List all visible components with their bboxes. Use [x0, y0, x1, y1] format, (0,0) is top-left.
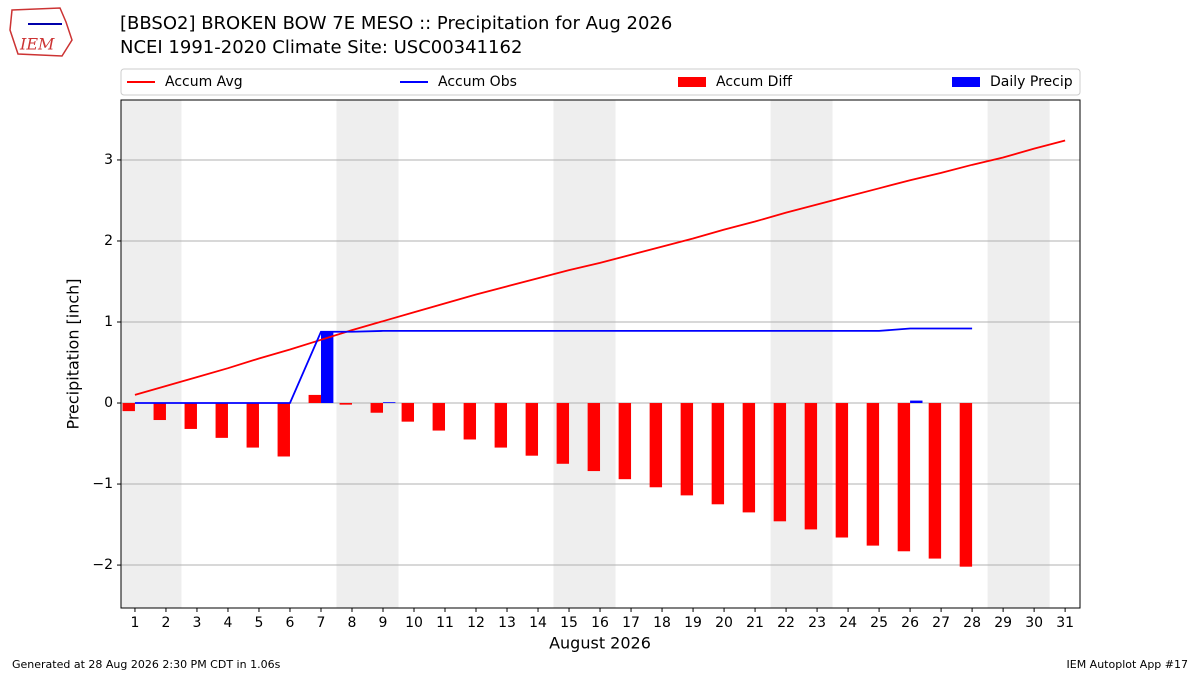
logo: IEM: [9, 7, 73, 57]
bar: [370, 403, 383, 413]
bar: [835, 403, 849, 538]
bar: [494, 403, 508, 448]
bar: [711, 403, 725, 505]
weekend-shade: [553, 100, 616, 608]
bar: [649, 403, 663, 488]
x-tick-label: 22: [777, 615, 795, 631]
legend-label: Accum Avg: [165, 74, 243, 90]
x-tick-label: 11: [436, 615, 454, 631]
x-tick-label: 19: [684, 615, 702, 631]
x-tick-label: 16: [591, 615, 609, 631]
chart-subtitle: NCEI 1991-2020 Climate Site: USC00341162: [120, 37, 522, 58]
weekend-shade: [987, 100, 1050, 608]
x-tick-label: 20: [715, 615, 733, 631]
bar: [556, 403, 570, 464]
x-tick-label: 7: [317, 615, 326, 631]
x-tick-label: 9: [379, 615, 388, 631]
bar: [153, 403, 166, 421]
bar: [463, 403, 477, 440]
bar: [184, 403, 197, 429]
line: [134, 139, 1066, 396]
legend-swatch: [952, 77, 980, 87]
x-tick-label: 4: [224, 615, 233, 631]
y-axis-label: Precipitation [inch]: [64, 278, 83, 429]
x-tick-label: 29: [994, 615, 1012, 631]
x-tick-label: 8: [348, 615, 357, 631]
x-tick-label: 6: [286, 615, 295, 631]
y-tick-label: 0: [104, 395, 113, 411]
y-tick-label: 2: [104, 233, 113, 249]
bar: [959, 403, 973, 567]
weekend-shade: [121, 100, 182, 608]
bar: [928, 403, 942, 559]
bar: [897, 403, 911, 552]
bar: [742, 403, 756, 513]
legend-label: Accum Diff: [716, 74, 792, 90]
chart-title: [BBSO2] BROKEN BOW 7E MESO :: Precipitat…: [120, 13, 672, 34]
x-tick-label: 26: [901, 615, 919, 631]
bar: [382, 402, 396, 404]
x-tick-label: 2: [161, 615, 170, 631]
bar: [215, 403, 228, 438]
x-tick-label: 23: [808, 615, 826, 631]
x-tick-label: 21: [746, 615, 764, 631]
y-tick-label: 3: [104, 152, 113, 168]
x-axis-label: August 2026: [549, 634, 651, 653]
bar: [320, 331, 334, 404]
footer-right: IEM Autoplot App #17: [1067, 658, 1189, 671]
y-tick-label: −2: [92, 557, 113, 573]
footer-left: Generated at 28 Aug 2026 2:30 PM CDT in …: [12, 658, 281, 671]
x-tick-label: 25: [870, 615, 888, 631]
bar: [339, 403, 352, 405]
plot-frame: [120, 99, 1081, 609]
x-tick-label: 24: [839, 615, 857, 631]
bar: [432, 403, 446, 431]
x-tick-label: 12: [467, 615, 485, 631]
bar: [308, 394, 321, 404]
legend-swatch: [678, 77, 706, 87]
y-tick-label: −1: [92, 476, 113, 492]
x-tick-label: 18: [653, 615, 671, 631]
bar: [525, 403, 539, 456]
x-tick-label: 5: [255, 615, 264, 631]
bar: [587, 403, 601, 472]
y-tick-label: 1: [104, 314, 113, 330]
bar: [401, 403, 415, 422]
legend-box: [120, 68, 1081, 96]
x-tick-label: 13: [498, 615, 516, 631]
x-tick-label: 31: [1056, 615, 1074, 631]
bar: [866, 403, 880, 546]
bar: [618, 403, 632, 480]
bar: [804, 403, 818, 530]
logo-text: IEM: [19, 35, 55, 54]
x-tick-label: 10: [405, 615, 423, 631]
x-tick-label: 15: [560, 615, 578, 631]
x-tick-label: 3: [193, 615, 202, 631]
bar: [277, 403, 290, 457]
bar: [122, 403, 135, 412]
weekend-shade: [770, 100, 833, 608]
legend-label: Daily Precip: [990, 74, 1073, 90]
x-tick-label: 14: [529, 615, 547, 631]
x-tick-label: 28: [963, 615, 981, 631]
line: [134, 327, 973, 404]
x-tick-label: 1: [130, 615, 139, 631]
bar: [680, 403, 694, 496]
x-tick-label: 27: [932, 615, 950, 631]
bar: [773, 403, 787, 522]
bar: [910, 400, 923, 404]
bar: [246, 403, 259, 448]
x-tick-label: 30: [1025, 615, 1043, 631]
x-tick-label: 17: [622, 615, 640, 631]
weekend-shade: [336, 100, 399, 608]
legend-label: Accum Obs: [438, 74, 517, 90]
